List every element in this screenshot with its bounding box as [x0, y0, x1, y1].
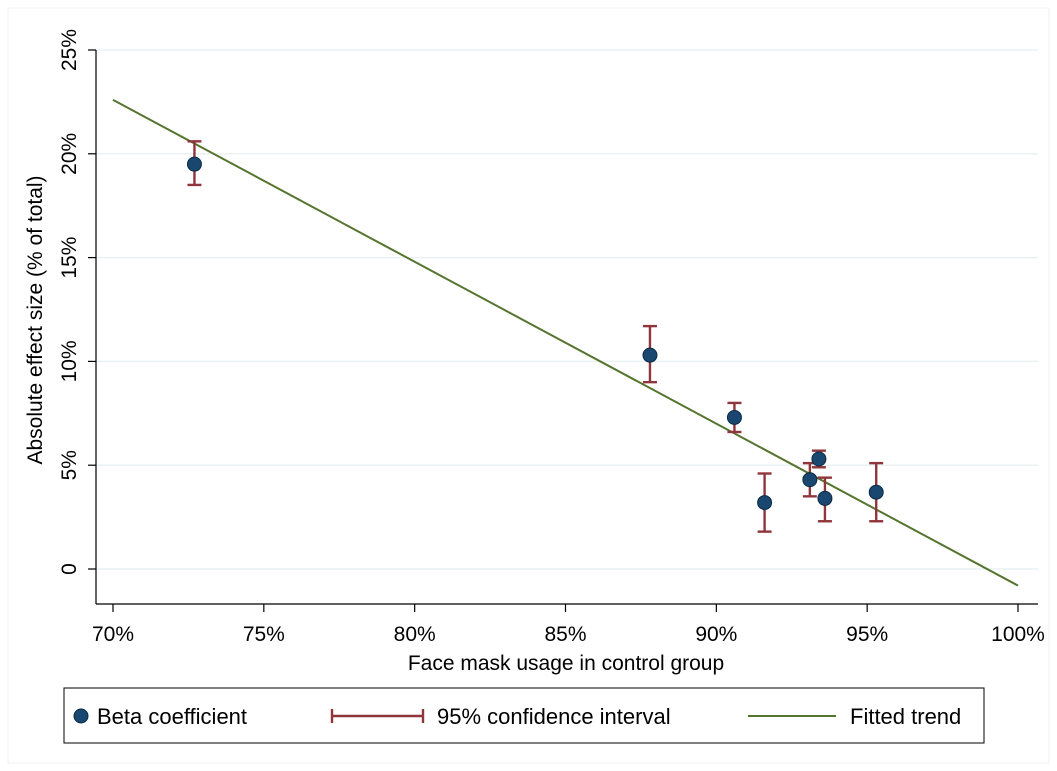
y-tick-label: 5% — [58, 450, 81, 480]
beta-coefficient-point — [642, 347, 658, 363]
beta-coefficient-point — [757, 495, 773, 511]
figure-border — [7, 7, 1050, 764]
fitted-trend-line — [112, 98, 1019, 587]
y-axis-title: Absolute effect size (% of total) — [24, 175, 47, 464]
beta-coefficient-point — [817, 490, 833, 506]
x-tick-label: 80% — [394, 623, 436, 646]
beta-coefficient-point — [726, 409, 742, 425]
y-tick-label: 20% — [58, 133, 81, 175]
y-tick-label: 0 — [58, 563, 81, 575]
x-tick-label: 95% — [846, 623, 888, 646]
fitted-trend-layer — [112, 98, 1019, 587]
y-tick-label: 10% — [58, 340, 81, 382]
x-tick-label: 90% — [695, 623, 737, 646]
beta-coefficient-point — [186, 156, 202, 172]
x-tick-label: 100% — [991, 623, 1045, 646]
x-tick-label: 75% — [243, 623, 285, 646]
legend: Beta coefficient 95% confidence interval F… — [63, 687, 985, 744]
beta-coefficient-point — [802, 472, 818, 488]
legend-marker-ci — [330, 709, 425, 723]
beta-coefficient-layer — [186, 156, 884, 511]
x-tick-label: 85% — [544, 623, 586, 646]
legend-marker-beta — [73, 708, 89, 724]
grid-lines — [96, 49, 1038, 570]
beta-coefficient-point — [868, 484, 884, 500]
axes: 0 5% 10% 15% 20% 25% 70% 75% 80% 85% 90% 95% 100% — [58, 29, 1045, 646]
x-tick-label: 70% — [92, 623, 134, 646]
beta-coefficient-point — [811, 451, 827, 467]
plot-area — [96, 42, 1038, 604]
y-tick-label: 15% — [58, 237, 81, 279]
y-tick-label: 25% — [58, 29, 81, 71]
legend-label-beta: Beta coefficient — [97, 704, 247, 729]
x-axis-title: Face mask usage in control group — [408, 652, 724, 675]
legend-label-fit: Fitted trend — [850, 704, 961, 729]
legend-label-ci: 95% confidence interval — [437, 704, 671, 729]
